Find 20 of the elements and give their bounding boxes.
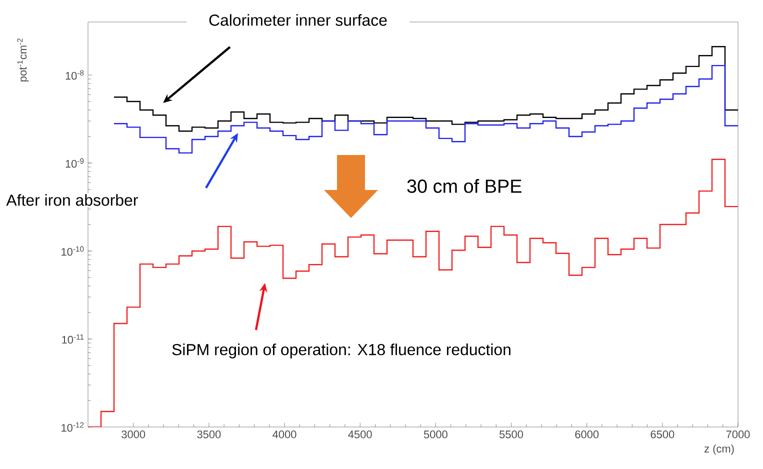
- x-axis-title: z (cm): [704, 444, 734, 455]
- annotation: SiPM region of operation: X18 fluence reduction: [172, 344, 510, 358]
- y-tick-label: 10$^{-11}$: [62, 334, 84, 344]
- x-tick-label: 7000: [726, 430, 750, 438]
- x-tick-label: 6000: [575, 430, 599, 438]
- x-tick-label: 5500: [500, 430, 524, 438]
- y-tick-label: 10$^{-12}$: [62, 422, 84, 432]
- x-tick-label: 3000: [122, 430, 146, 438]
- x-tick-label: 5000: [424, 430, 448, 438]
- y-tick-label: 10$^{-9}$: [66, 158, 84, 168]
- annotation: After iron absorber: [6, 194, 138, 206]
- x-tick-label: 4500: [348, 430, 372, 438]
- x-tick-label: 4000: [272, 430, 296, 438]
- annotation: 30 cm of BPE: [407, 179, 522, 193]
- x-tick-label: 3500: [197, 430, 221, 438]
- annotation: Calorimeter inner surface: [209, 14, 387, 26]
- x-tick-label: 6500: [650, 430, 674, 438]
- y-tick-label: 10$^{-10}$: [62, 246, 84, 256]
- y-axis-title: pot$^{-1}$cm$^{-2}$: [17, 38, 29, 82]
- y-tick-label: 10$^{-8}$: [66, 70, 84, 80]
